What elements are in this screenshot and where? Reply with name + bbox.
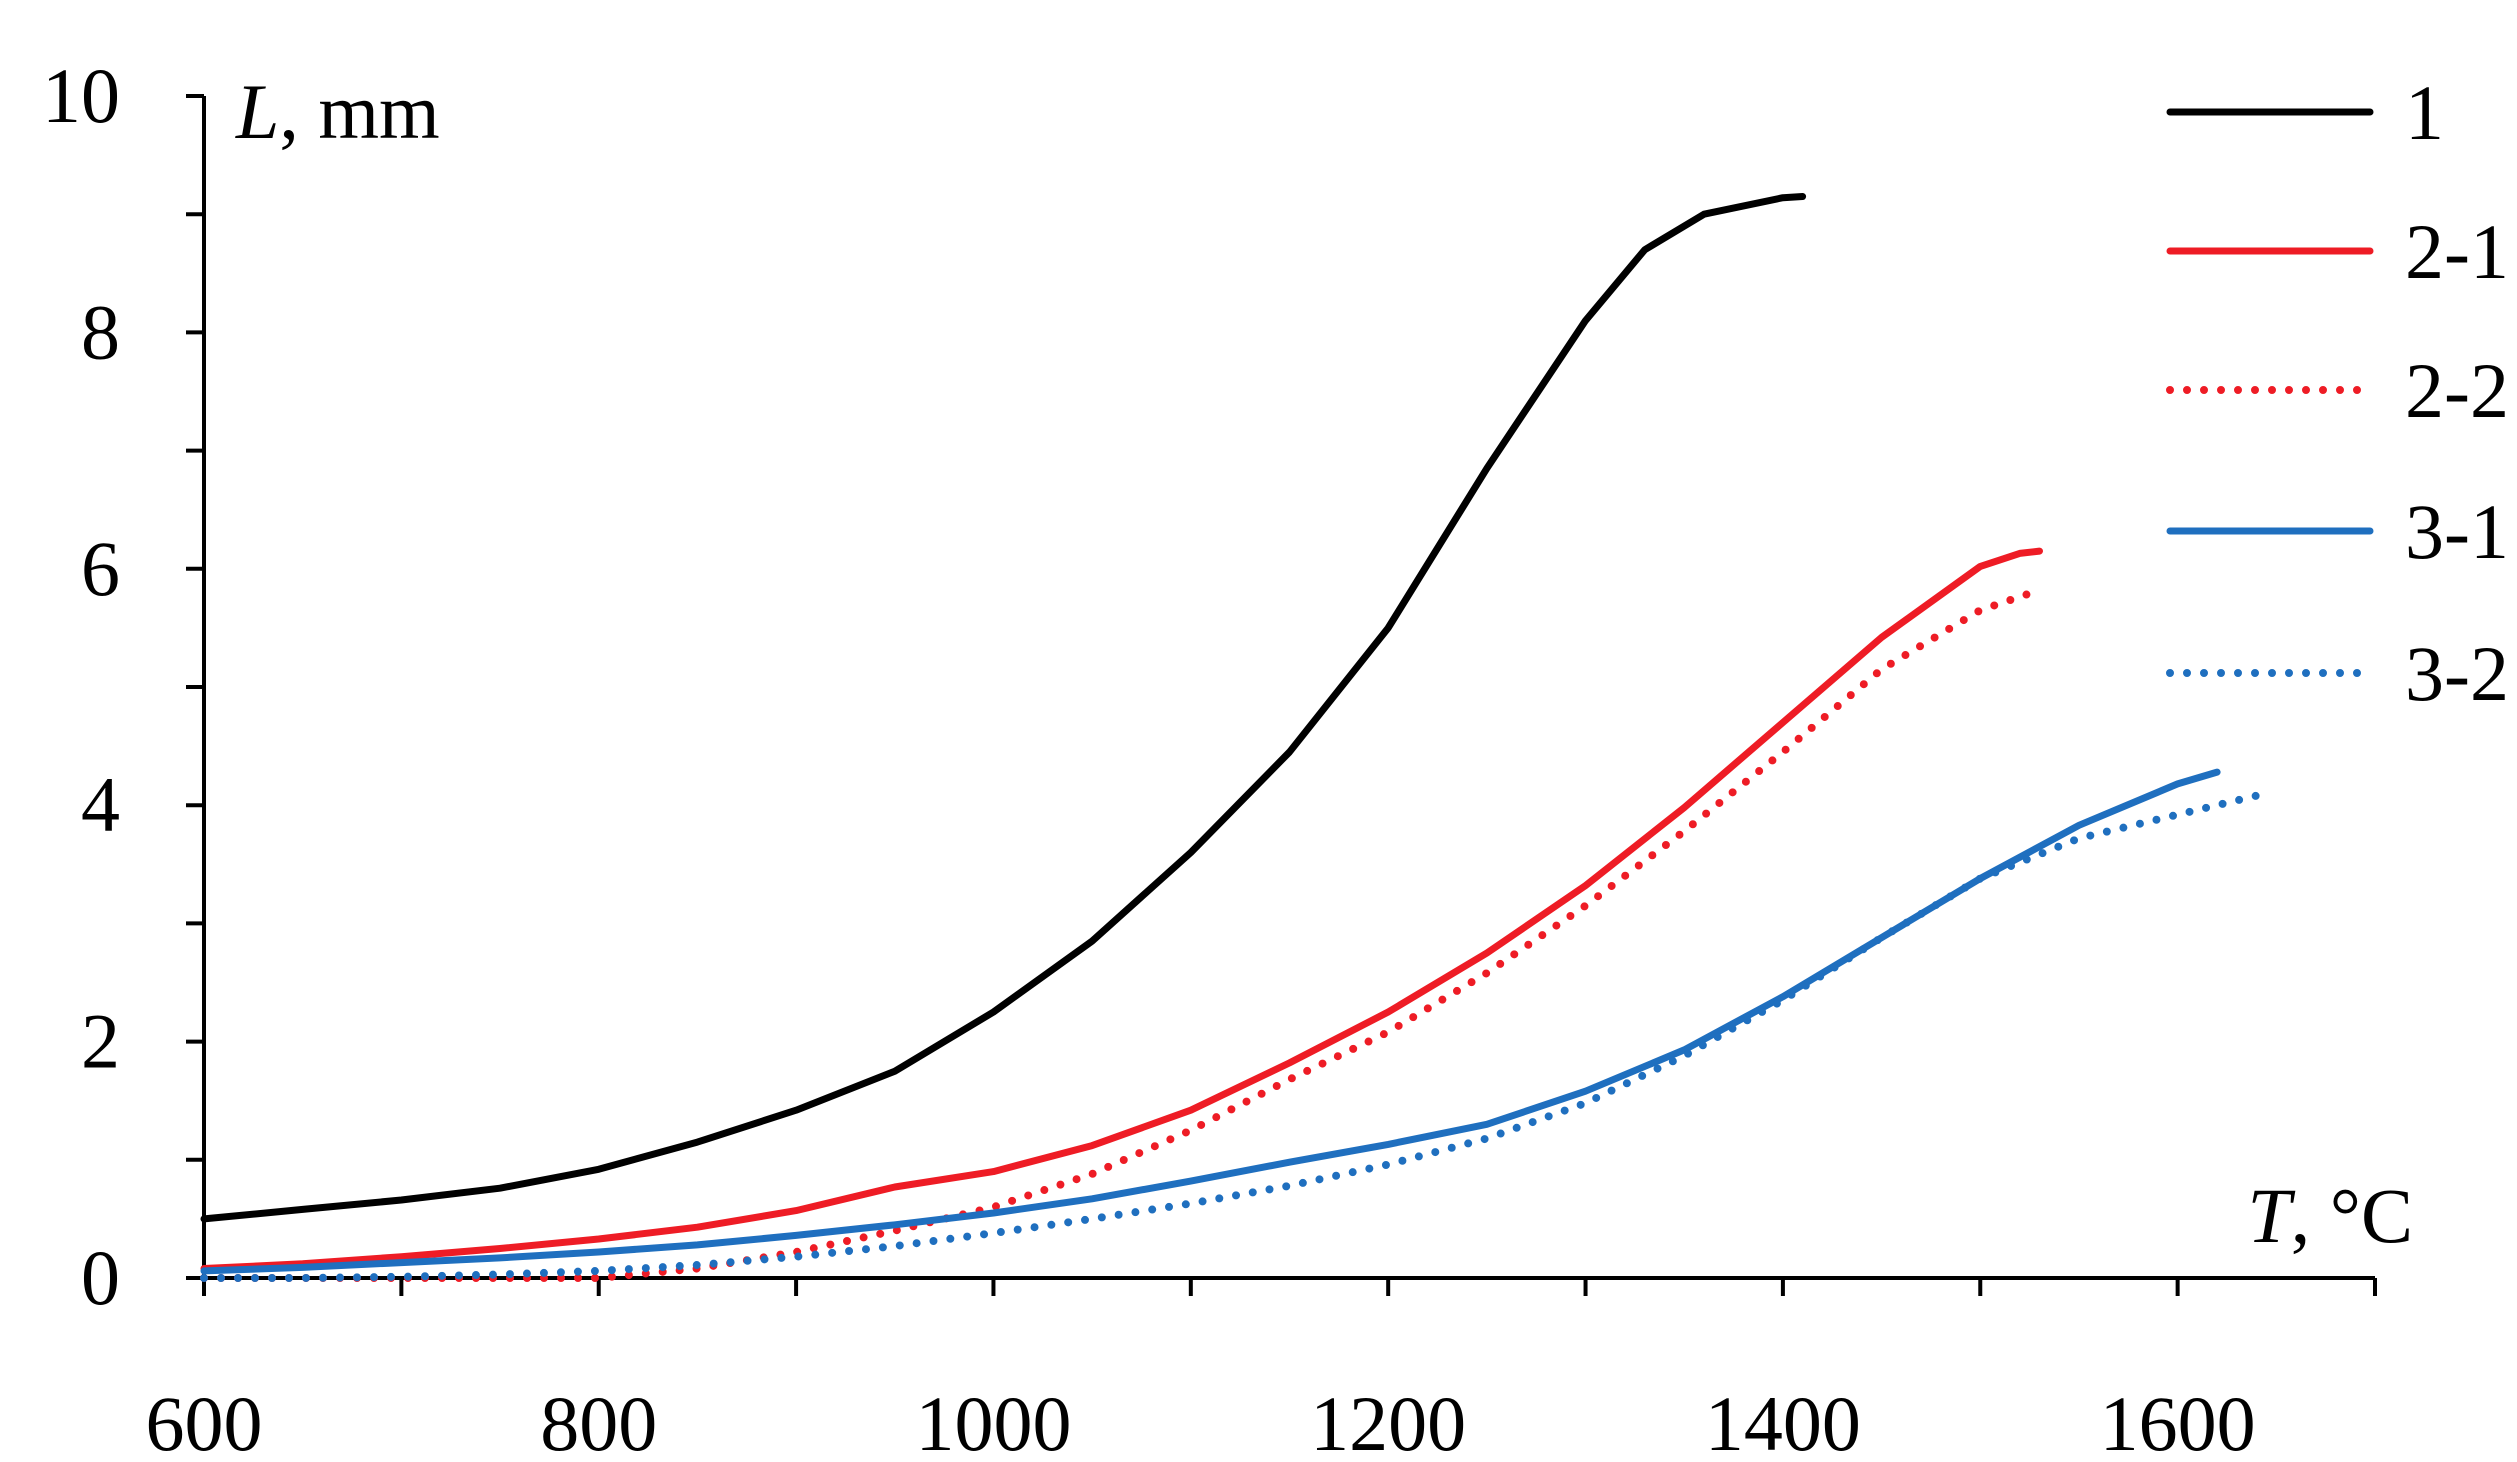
series-line-3-1 <box>200 768 2221 1275</box>
y-tick-label: 6 <box>81 525 120 612</box>
x-tick-label: 800 <box>540 1380 657 1462</box>
x-axis-label-symbol: T <box>2247 1172 2295 1259</box>
axes <box>202 96 2375 1280</box>
legend-label-1: 1 <box>2405 69 2444 156</box>
x-tick-label: 1200 <box>1310 1380 1466 1462</box>
legend-label-3-2: 3-2 <box>2405 630 2509 717</box>
x-tick-label: 1400 <box>1705 1380 1861 1462</box>
x-axis-label-unit: , °C <box>2291 1172 2413 1259</box>
series-line-2-1 <box>200 547 2043 1272</box>
x-tick-label: 1000 <box>915 1380 1071 1462</box>
legend-label-2-1: 2-1 <box>2405 208 2509 295</box>
y-tick-label: 2 <box>81 998 120 1085</box>
legend-label-3-1: 3-1 <box>2405 488 2509 575</box>
legend-label-2-2: 2-2 <box>2405 347 2509 434</box>
y-axis-label-symbol: L <box>235 68 279 155</box>
x-tick-label: 1600 <box>2100 1380 2256 1462</box>
y-tick-label: 8 <box>81 288 120 375</box>
series-line-2-2 <box>200 586 2044 1282</box>
y-tick-label: 0 <box>81 1234 120 1321</box>
y-axis-label-unit: , mm <box>279 68 439 155</box>
y-tick-label: 4 <box>81 761 120 848</box>
series-layer <box>200 193 2261 1282</box>
y-axis-label: L, mm <box>235 68 440 155</box>
ticks: 600 800 1000 1200 1400 1600 0 2 4 6 8 10 <box>42 52 2377 1462</box>
y-tick-label: 10 <box>42 52 120 139</box>
series-line-1 <box>200 193 1807 1223</box>
series-line-3-2 <box>200 791 2261 1282</box>
x-axis-label: T, °C <box>2247 1172 2413 1259</box>
legend: 1 2-1 2-2 3-1 3-2 <box>2166 69 2509 717</box>
x-tick-label: 600 <box>146 1380 263 1462</box>
